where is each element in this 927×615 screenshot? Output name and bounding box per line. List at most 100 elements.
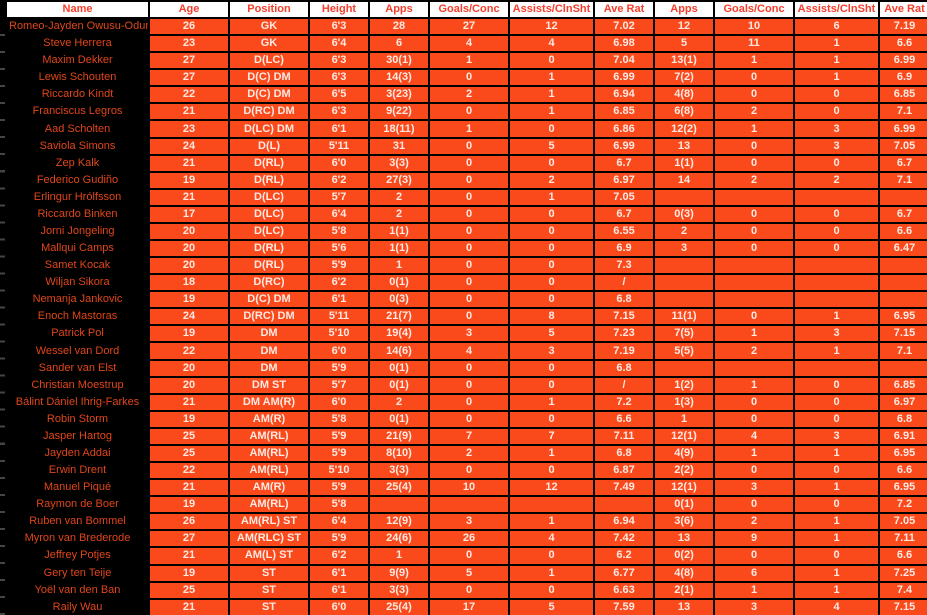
stat-cell[interactable]: D(RC) xyxy=(228,273,310,293)
stat-cell[interactable]: 0 xyxy=(713,307,795,327)
stat-cell[interactable]: DM AM(R) xyxy=(228,392,310,412)
stat-cell[interactable] xyxy=(713,290,795,310)
stat-cell[interactable]: 1 xyxy=(428,119,510,139)
stat-cell[interactable]: 12(1) xyxy=(653,478,715,498)
stat-cell[interactable]: 0 xyxy=(508,461,595,481)
stat-cell[interactable] xyxy=(878,187,927,207)
stat-cell[interactable]: / xyxy=(593,273,655,293)
stat-cell[interactable]: 2 xyxy=(713,102,795,122)
stat-cell[interactable]: 6.85 xyxy=(878,375,927,395)
stat-cell[interactable]: 1 xyxy=(508,563,595,583)
stat-cell[interactable]: 22 xyxy=(148,461,230,481)
stat-cell[interactable]: 7.59 xyxy=(593,597,655,615)
stat-cell[interactable]: 1 xyxy=(713,580,795,600)
stat-cell[interactable]: 6.85 xyxy=(593,102,655,122)
stat-cell[interactable]: 7.25 xyxy=(878,563,927,583)
stat-cell[interactable]: 3 xyxy=(713,597,795,615)
stat-cell[interactable]: 0 xyxy=(793,495,880,515)
column-header[interactable]: Assists/ClnSht xyxy=(793,0,880,19)
stat-cell[interactable]: 19 xyxy=(148,170,230,190)
stat-cell[interactable] xyxy=(878,273,927,293)
stat-cell[interactable]: 6.63 xyxy=(593,580,655,600)
stat-cell[interactable]: 6.8 xyxy=(593,290,655,310)
stat-cell[interactable]: 1(3) xyxy=(653,392,715,412)
stat-cell[interactable]: 6.77 xyxy=(593,563,655,583)
player-name-cell[interactable]: Manuel Piqué xyxy=(5,478,150,498)
stat-cell[interactable]: 3 xyxy=(508,341,595,361)
stat-cell[interactable]: 6'3 xyxy=(308,16,370,37)
stat-cell[interactable]: 1(1) xyxy=(368,221,430,242)
stat-cell[interactable]: 5'6 xyxy=(308,239,370,259)
stat-cell[interactable]: 27 xyxy=(148,68,230,88)
stat-cell[interactable]: 0 xyxy=(508,119,595,139)
stat-cell[interactable]: 0 xyxy=(428,273,510,293)
stat-cell[interactable]: 6.7 xyxy=(878,204,927,224)
stat-cell[interactable]: 1 xyxy=(713,375,795,395)
stat-cell[interactable]: 1 xyxy=(713,324,795,344)
player-name-cell[interactable]: Jayden Addai xyxy=(5,443,150,464)
stat-cell[interactable]: 7.05 xyxy=(593,187,655,207)
stat-cell[interactable]: 7.15 xyxy=(878,597,927,615)
stat-cell[interactable]: 0(2) xyxy=(653,546,715,566)
stat-cell[interactable] xyxy=(793,187,880,207)
player-name-cell[interactable]: Romeo-Jayden Owusu-Oduro xyxy=(5,16,150,37)
stat-cell[interactable]: 8 xyxy=(508,307,595,327)
stat-cell[interactable]: 6.91 xyxy=(878,426,927,446)
stat-cell[interactable]: 0 xyxy=(428,136,510,156)
stat-cell[interactable]: 3(3) xyxy=(368,153,430,173)
stat-cell[interactable]: 0 xyxy=(508,273,595,293)
stat-cell[interactable]: AM(R) xyxy=(228,478,310,498)
stat-cell[interactable]: 6 xyxy=(713,563,795,583)
stat-cell[interactable]: 6.99 xyxy=(878,51,927,71)
stat-cell[interactable]: 6.8 xyxy=(593,358,655,378)
stat-cell[interactable]: 7.1 xyxy=(878,341,927,361)
stat-cell[interactable]: D(RL) xyxy=(228,170,310,190)
stat-cell[interactable]: 5'9 xyxy=(308,529,370,549)
stat-cell[interactable]: 12 xyxy=(653,16,715,37)
stat-cell[interactable]: 5'9 xyxy=(308,443,370,464)
stat-cell[interactable]: 19 xyxy=(148,409,230,429)
stat-cell[interactable]: 7.05 xyxy=(878,136,927,156)
player-name-cell[interactable]: Myron van Brederode xyxy=(5,529,150,549)
stat-cell[interactable]: 3 xyxy=(793,136,880,156)
stat-cell[interactable]: 4 xyxy=(713,426,795,446)
stat-cell[interactable]: 3 xyxy=(793,426,880,446)
stat-cell[interactable]: 21 xyxy=(148,102,230,122)
player-name-cell[interactable]: Steve Herrera xyxy=(5,34,150,54)
stat-cell[interactable]: 6.85 xyxy=(878,85,927,105)
stat-cell[interactable]: 6(8) xyxy=(653,102,715,122)
stat-cell[interactable]: 5 xyxy=(508,324,595,344)
stat-cell[interactable]: DM xyxy=(228,341,310,361)
stat-cell[interactable]: 6.95 xyxy=(878,307,927,327)
stat-cell[interactable]: 6'4 xyxy=(308,34,370,54)
stat-cell[interactable]: 7(2) xyxy=(653,68,715,88)
stat-cell[interactable]: 0 xyxy=(793,461,880,481)
stat-cell[interactable] xyxy=(793,273,880,293)
stat-cell[interactable]: 0 xyxy=(508,51,595,71)
stat-cell[interactable]: 3(6) xyxy=(653,512,715,532)
stat-cell[interactable]: 0 xyxy=(508,256,595,276)
stat-cell[interactable]: 18 xyxy=(148,273,230,293)
stat-cell[interactable]: 9 xyxy=(713,529,795,549)
stat-cell[interactable]: 0 xyxy=(793,221,880,242)
stat-cell[interactable]: D(LC) xyxy=(228,221,310,242)
stat-cell[interactable]: 0 xyxy=(713,221,795,242)
player-name-cell[interactable]: Saviola Simons xyxy=(5,136,150,156)
stat-cell[interactable]: 0 xyxy=(428,256,510,276)
stat-cell[interactable]: AM(RLC) ST xyxy=(228,529,310,549)
stat-cell[interactable]: 6'2 xyxy=(308,273,370,293)
stat-cell[interactable]: 0 xyxy=(713,136,795,156)
stat-cell[interactable]: 7.2 xyxy=(593,392,655,412)
stat-cell[interactable] xyxy=(713,358,795,378)
stat-cell[interactable]: 0 xyxy=(428,580,510,600)
stat-cell[interactable]: 25 xyxy=(148,426,230,446)
stat-cell[interactable]: 6'3 xyxy=(308,102,370,122)
player-name-cell[interactable]: Riccardo Binken xyxy=(5,204,150,224)
stat-cell[interactable]: 7.11 xyxy=(593,426,655,446)
stat-cell[interactable]: 1 xyxy=(793,443,880,464)
stat-cell[interactable]: 3 xyxy=(653,239,715,259)
stat-cell[interactable]: 0 xyxy=(428,409,510,429)
stat-cell[interactable]: ST xyxy=(228,563,310,583)
stat-cell[interactable]: 6.94 xyxy=(593,85,655,105)
player-name-cell[interactable]: Nemanja Jankovic xyxy=(5,290,150,310)
